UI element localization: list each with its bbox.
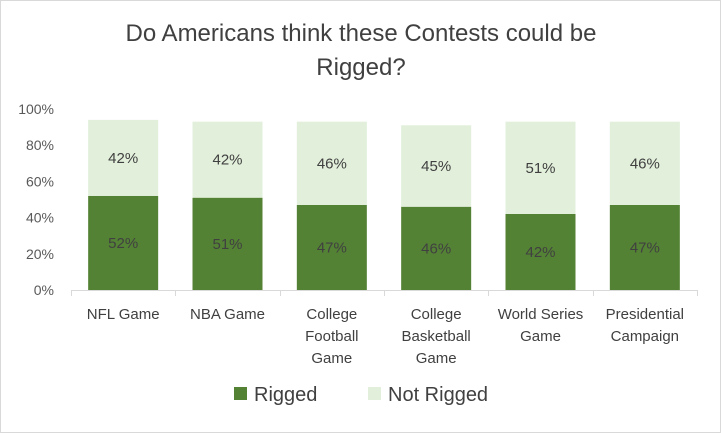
y-tick-label: 60% <box>26 173 54 189</box>
category-label: Presidential Campaign <box>606 306 684 345</box>
data-label: 42% <box>212 152 242 169</box>
category-label: World Series Game <box>498 306 584 345</box>
bar-rigged <box>609 204 680 290</box>
category-label: College Football Game <box>305 306 358 367</box>
data-label: 46% <box>317 155 347 172</box>
legend-label: Not Rigged <box>388 384 488 406</box>
data-label: 45% <box>421 158 451 175</box>
data-label: 42% <box>108 150 138 167</box>
data-label: 51% <box>525 160 555 177</box>
data-label: 47% <box>630 239 660 256</box>
bar-not-rigged <box>609 121 680 205</box>
category-label: NBA Game <box>190 306 265 323</box>
chart-title-line: Do Americans think these Contests could … <box>126 20 597 47</box>
bar-not-rigged <box>505 121 576 214</box>
bar-rigged <box>296 204 367 290</box>
data-label: 42% <box>525 244 555 261</box>
legend-swatch <box>234 387 247 400</box>
x-axis: NFL Game NBA Game College Football Game Colle… <box>71 290 698 367</box>
legend-label: Rigged <box>254 384 317 406</box>
bar-not-rigged <box>401 125 472 207</box>
bar-rigged <box>505 213 576 290</box>
data-label: 52% <box>108 235 138 252</box>
data-label: 46% <box>421 240 451 257</box>
y-tick-label: 80% <box>26 137 54 153</box>
data-label: 46% <box>630 155 660 172</box>
category-label: NFL Game <box>87 306 160 323</box>
bar-not-rigged <box>88 119 159 196</box>
legend: Rigged Not Rigged <box>234 384 488 406</box>
y-tick-label: 40% <box>26 210 54 226</box>
y-tick-label: 100% <box>18 101 54 117</box>
data-label: 47% <box>317 239 347 256</box>
bar-rigged <box>192 197 263 290</box>
chart-title: Do Americans think these Contests could … <box>126 20 597 81</box>
legend-swatch <box>368 387 381 400</box>
bar-not-rigged <box>192 121 263 198</box>
chart-title-line: Rigged? <box>316 54 405 81</box>
category-label: College Basketball Game <box>402 306 471 367</box>
bar-rigged <box>88 195 159 290</box>
y-tick-label: 0% <box>34 282 54 298</box>
y-axis: 0% 20% 40% 60% 80% 100% <box>18 101 54 298</box>
y-tick-label: 20% <box>26 246 54 262</box>
data-label: 51% <box>212 236 242 253</box>
bar-not-rigged <box>296 121 367 205</box>
bars: 52% 42% 51% 42% 47% 46% 46% 45% 42% 51% 47% 46% <box>88 119 680 290</box>
bar-rigged <box>401 206 472 290</box>
